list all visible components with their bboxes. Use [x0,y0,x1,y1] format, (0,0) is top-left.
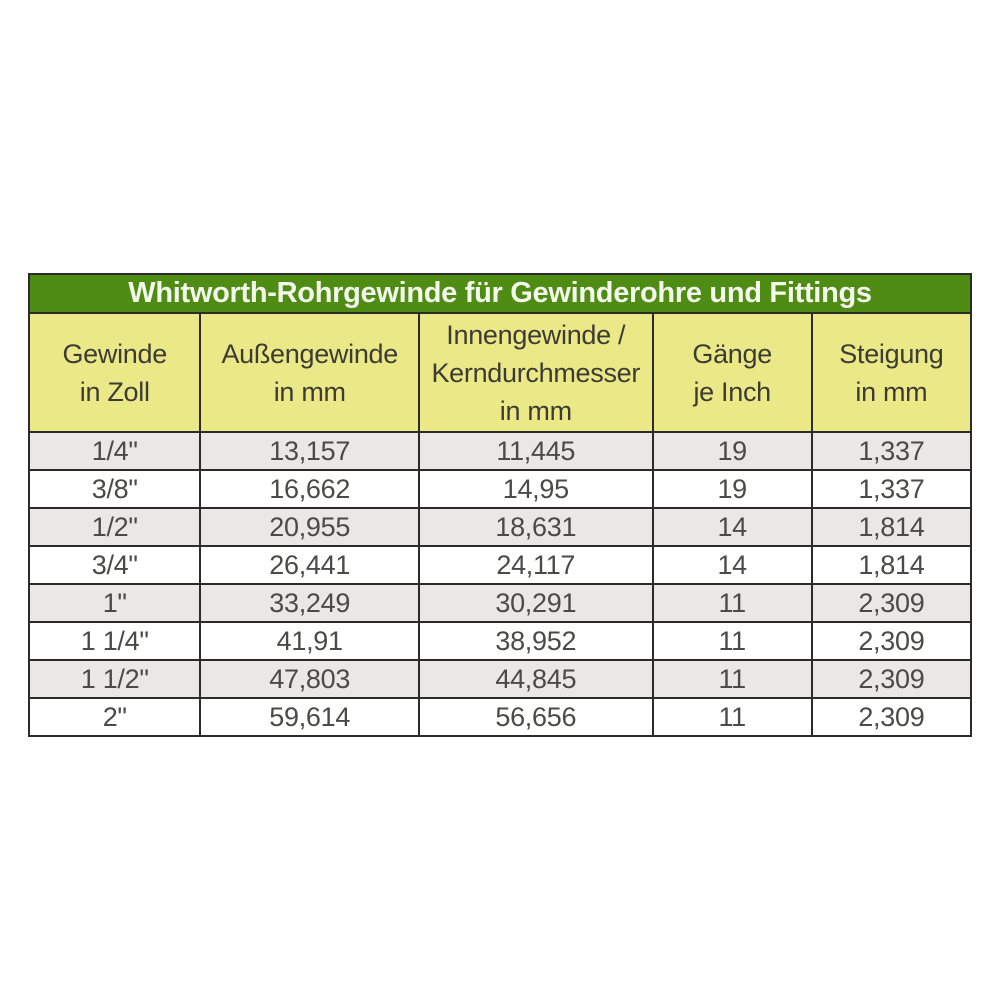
title-row: Whitworth-Rohrgewinde für Gewinderohre u… [28,273,972,314]
table-cell: 1" [27,583,202,623]
table-cell: 1/4" [27,431,202,471]
table-row: 1 1/2" 47,803 44,845 11 2,309 [27,659,973,699]
table-cell: 2,309 [810,697,973,737]
table-cell: 24,117 [417,545,654,585]
table-row: 3/8" 16,662 14,95 19 1,337 [27,469,973,509]
table-cell: 19 [651,469,813,509]
column-header-steigung: Steigung in mm [810,312,973,433]
table-row: 3/4" 26,441 24,117 14 1,814 [27,545,973,585]
table-cell: 56,656 [417,697,654,737]
table-cell: 38,952 [417,621,654,661]
table-cell: 33,249 [199,583,420,623]
table-cell: 11 [651,659,813,699]
table-cell: 59,614 [199,697,420,737]
column-header-innengewinde: Innengewinde / Kerndurchmesser in mm [417,312,654,433]
table-cell: 3/4" [27,545,202,585]
column-header-gewinde-zoll: Gewinde in Zoll [27,312,202,433]
table-cell: 3/8" [27,469,202,509]
column-header-aussengewinde: Außengewinde in mm [199,312,420,433]
table-cell: 41,91 [199,621,420,661]
table-row: 1/4" 13,157 11,445 19 1,337 [27,431,973,471]
table-row: 1/2" 20,955 18,631 14 1,814 [27,507,973,547]
table-cell: 1,814 [810,507,973,547]
table-cell: 1,814 [810,545,973,585]
table-cell: 11 [651,621,813,661]
table-cell: 19 [651,431,813,471]
table-cell: 2" [27,697,202,737]
table-cell: 1,337 [810,469,973,509]
table-cell: 13,157 [199,431,420,471]
table-cell: 20,955 [199,507,420,547]
table-cell: 1,337 [810,431,973,471]
table-cell: 2,309 [810,659,973,699]
table-cell: 1 1/4" [27,621,202,661]
header-row: Gewinde in Zoll Außengewinde in mm Innen… [27,312,973,433]
table-cell: 44,845 [417,659,654,699]
table-cell: 47,803 [199,659,420,699]
table-cell: 26,441 [199,545,420,585]
table-cell: 11,445 [417,431,654,471]
table-cell: 18,631 [417,507,654,547]
table-cell: 1 1/2" [27,659,202,699]
table-cell: 1/2" [27,507,202,547]
column-header-gaenge: Gänge je Inch [651,312,813,433]
table-cell: 11 [651,583,813,623]
table-cell: 2,309 [810,583,973,623]
thread-spec-table: Whitworth-Rohrgewinde für Gewinderohre u… [27,273,973,737]
table-cell: 14 [651,507,813,547]
table-cell: 16,662 [199,469,420,509]
table-cell: 30,291 [417,583,654,623]
table-row: 2" 59,614 56,656 11 2,309 [27,697,973,737]
table-row: 1" 33,249 30,291 11 2,309 [27,583,973,623]
table-row: 1 1/4" 41,91 38,952 11 2,309 [27,621,973,661]
table-title: Whitworth-Rohrgewinde für Gewinderohre u… [28,273,972,314]
table-cell: 2,309 [810,621,973,661]
table-cell: 14 [651,545,813,585]
table-cell: 11 [651,697,813,737]
table-cell: 14,95 [417,469,654,509]
